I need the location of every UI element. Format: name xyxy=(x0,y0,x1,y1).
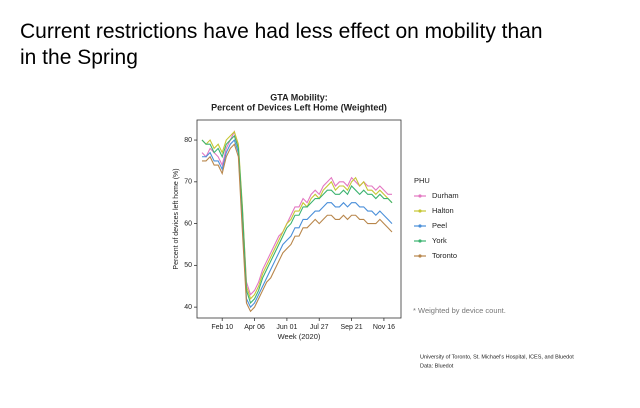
legend-label: Peel xyxy=(432,221,447,230)
chart-title: GTA Mobility: xyxy=(270,92,328,102)
y-axis-label: Percent of devices left home (%) xyxy=(173,168,180,269)
source: Data: Bluedot xyxy=(420,363,454,369)
y-tick-label: 70 xyxy=(184,179,192,186)
legend-title: PHU xyxy=(414,176,430,185)
series-line xyxy=(202,143,393,313)
legend-label: York xyxy=(432,236,447,245)
y-tick-label: 50 xyxy=(184,262,192,269)
legend-marker xyxy=(418,254,422,258)
footnote: * Weighted by device count. xyxy=(413,306,506,315)
x-tick-label: Apr 06 xyxy=(244,324,265,331)
legend-marker xyxy=(418,209,422,213)
legend-marker xyxy=(418,224,422,228)
chart-title: Percent of Devices Left Home (Weighted) xyxy=(211,102,387,112)
series-line xyxy=(201,130,393,300)
legend-label: Halton xyxy=(432,206,454,215)
source: University of Toronto, St. Michael's Hos… xyxy=(420,354,574,360)
x-axis-label: Week (2020) xyxy=(278,332,321,341)
x-tick-label: Jul 27 xyxy=(310,324,329,331)
legend-marker xyxy=(418,239,422,243)
plot-frame xyxy=(196,119,402,319)
x-tick-label: Feb 10 xyxy=(211,324,233,331)
x-tick-label: Jun 01 xyxy=(276,324,297,331)
y-tick-label: 60 xyxy=(184,220,192,227)
y-tick-label: 40 xyxy=(184,304,192,311)
series-line xyxy=(201,134,393,305)
slide-title: in the Spring xyxy=(20,46,138,69)
slide-title: Current restrictions have had less effec… xyxy=(20,20,543,43)
series-line xyxy=(202,139,393,309)
legend-label: Durham xyxy=(432,191,459,200)
x-tick-label: Nov 16 xyxy=(373,324,395,331)
series-line xyxy=(201,130,392,296)
legend-marker xyxy=(418,194,422,198)
x-tick-label: Sep 21 xyxy=(340,324,362,331)
y-tick-label: 80 xyxy=(184,137,192,144)
legend-label: Toronto xyxy=(432,251,457,260)
